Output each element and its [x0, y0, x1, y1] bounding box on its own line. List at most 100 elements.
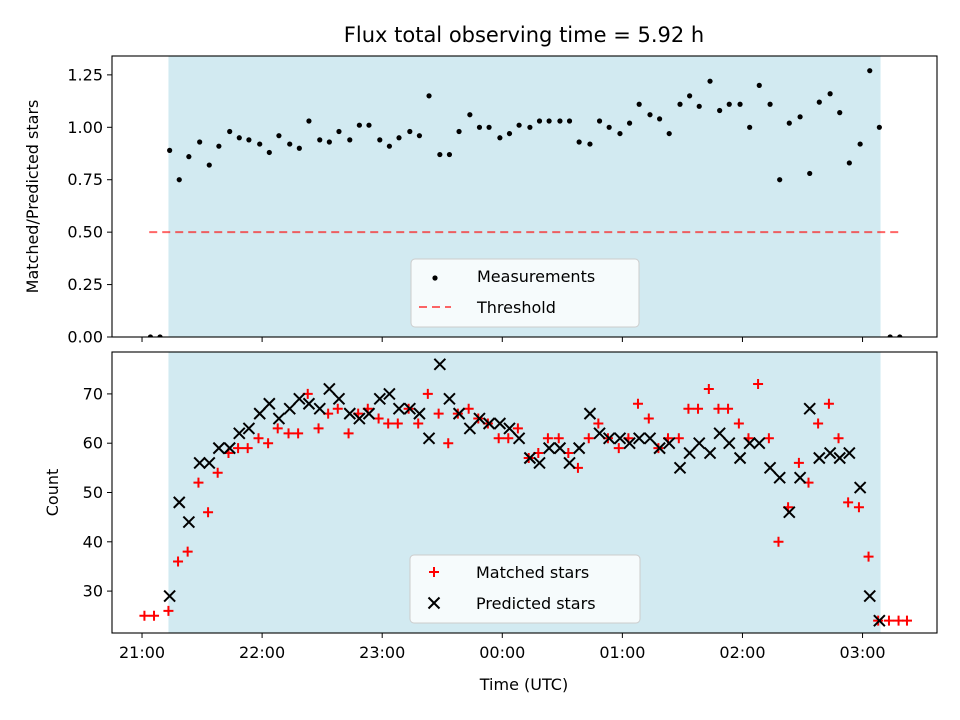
matched-star-point — [893, 615, 904, 626]
x-tick-label: 21:00 — [119, 643, 165, 662]
x-tick-label: 00:00 — [479, 643, 525, 662]
predicted-star-point — [422, 432, 436, 445]
predicted-star-point — [743, 436, 756, 450]
matched-star-point — [332, 403, 343, 414]
x-tick-label: 22:00 — [239, 643, 285, 662]
measurement-point — [596, 118, 603, 124]
measurement-point — [336, 128, 342, 135]
predicted-star-point — [473, 412, 486, 425]
legend-predicted-marker — [427, 596, 441, 610]
predicted-star-point — [263, 397, 276, 410]
matched-star-point — [173, 556, 184, 567]
matched-star-point — [272, 423, 283, 434]
bottom-y-tick-label: 50 — [83, 483, 103, 502]
measurement-point — [236, 135, 242, 141]
predicted-star-point — [212, 441, 226, 455]
top-axes-frame — [111, 55, 938, 338]
predicted-star-point — [763, 461, 777, 475]
measurement-point — [696, 103, 702, 109]
measurement-point — [756, 82, 762, 88]
predicted-star-point — [503, 422, 516, 435]
measurement-point — [846, 160, 852, 166]
measurement-point — [527, 124, 533, 130]
predicted-star-point — [833, 451, 846, 465]
x-tick-label: 03:00 — [839, 643, 885, 662]
predicted-star-point — [653, 441, 666, 455]
measurement-point — [296, 145, 302, 151]
predicted-star-point — [673, 461, 687, 475]
matched-star-point — [182, 546, 193, 557]
predicted-star-point — [723, 436, 736, 450]
predicted-star-point — [233, 427, 246, 440]
top-legend-label: Measurements — [477, 267, 595, 286]
bottom-panel: 30 40 50 60 70 21:00 22:00 23:00 00:00 01:00 02:00… — [43, 351, 938, 662]
predicted-star-point — [643, 432, 657, 445]
predicted-star-point — [783, 506, 796, 519]
predicted-star-point — [693, 436, 706, 450]
measurement-point — [827, 91, 833, 97]
top-y-tick-label: 0.75 — [67, 170, 103, 189]
bottom-legend-label: Matched stars — [476, 563, 589, 582]
matched-star-point — [203, 507, 214, 518]
matched-star-point — [901, 615, 912, 626]
measurement-point — [246, 137, 252, 143]
matched-star-point — [463, 403, 474, 414]
measurement-point — [317, 137, 323, 143]
predicted-star-point — [793, 471, 807, 484]
measurement-point — [486, 124, 492, 130]
measurement-point — [407, 128, 413, 135]
predicted-star-point — [452, 407, 466, 420]
matched-star-point — [443, 438, 454, 449]
matched-star-point — [673, 433, 684, 444]
predicted-star-point — [332, 392, 346, 406]
measurement-point — [227, 128, 233, 135]
top-legend: Measurements Threshold — [410, 258, 640, 328]
predicted-star-point — [293, 392, 306, 406]
matched-star-point — [763, 433, 774, 444]
matched-star-point — [823, 398, 834, 409]
matched-star-point — [383, 418, 394, 429]
matched-star-point — [149, 610, 160, 621]
measurement-point — [276, 133, 282, 139]
predicted-star-point — [803, 402, 816, 415]
matched-star-point — [553, 433, 564, 444]
predicted-star-point — [553, 441, 567, 455]
predicted-star-point — [753, 436, 766, 450]
predicted-star-point — [523, 451, 537, 465]
figure-title: Flux total observing time = 5.92 h — [344, 23, 704, 47]
predicted-star-point — [362, 407, 376, 420]
predicted-star-point — [353, 412, 366, 425]
predicted-star-point — [542, 441, 556, 455]
predicted-star-point — [302, 397, 316, 410]
measurement-point — [566, 118, 573, 124]
matched-star-point — [632, 398, 643, 409]
predicted-star-point — [283, 402, 296, 415]
matched-star-point — [613, 443, 624, 454]
predicted-star-point — [343, 407, 356, 420]
measurement-point — [536, 118, 543, 124]
predicted-star-point — [413, 407, 426, 420]
matched-star-point — [392, 418, 403, 429]
matched-star-point — [263, 438, 274, 449]
measurement-point — [287, 141, 293, 147]
measurement-point — [636, 101, 642, 107]
measurement-point — [626, 120, 633, 126]
matched-star-point — [212, 467, 223, 478]
measurement-point — [416, 133, 423, 139]
predicted-star-point — [713, 427, 726, 440]
measurement-point — [356, 122, 362, 128]
matched-star-point — [683, 403, 694, 414]
matched-star-point — [433, 408, 444, 419]
top-legend-box — [410, 258, 640, 328]
measurement-point — [777, 177, 783, 183]
predicted-star-point — [313, 402, 326, 415]
predicted-star-point — [392, 402, 406, 415]
measurement-point — [437, 151, 443, 158]
measurement-point — [347, 137, 353, 143]
bottom-legend-label: Predicted stars — [476, 594, 596, 613]
matched-star-point — [863, 551, 874, 562]
matched-star-point — [422, 388, 433, 399]
matched-star-point — [373, 413, 384, 424]
measurement-point — [386, 143, 393, 149]
measurement-point — [656, 116, 663, 122]
